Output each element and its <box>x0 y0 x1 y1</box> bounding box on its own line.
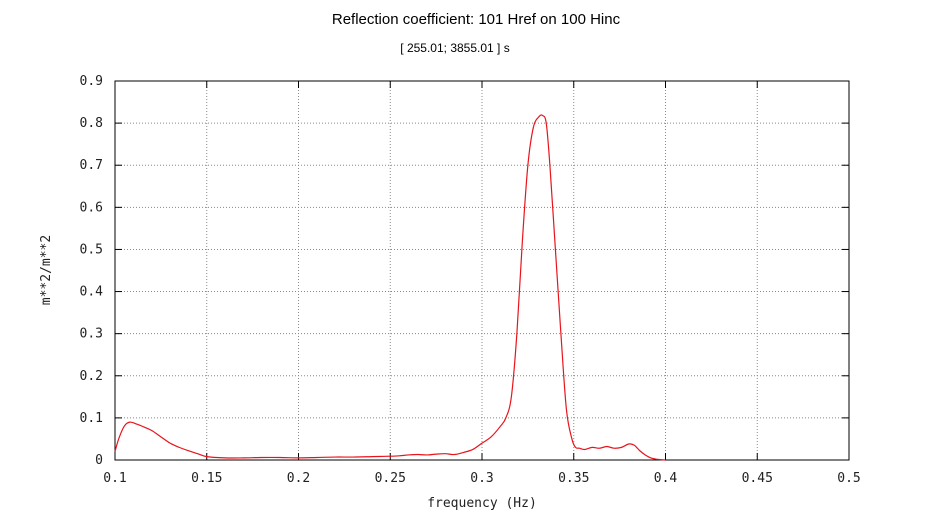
x-tick-label: 0.35 <box>558 471 589 486</box>
x-axis-label: frequency (Hz) <box>427 496 537 511</box>
y-tick-label: 0 <box>95 453 103 468</box>
chart-title: Reflection coefficient: 101 Href on 100 … <box>332 11 621 28</box>
tick-labels: 0.1 0.15 0.2 0.25 0.3 0.35 0.4 0.45 0.500.10.20.… <box>80 74 861 486</box>
y-axis-label: m**2/m**2 <box>39 235 54 305</box>
y-tick-label: 0.6 <box>80 200 103 215</box>
grid <box>115 81 849 460</box>
y-tick-label: 0.4 <box>80 285 104 300</box>
y-tick-label: 0.5 <box>80 242 103 257</box>
x-tick-label: 0.2 <box>287 471 310 486</box>
y-tick-label: 0.9 <box>80 74 103 89</box>
x-tick-label: 0.1 <box>103 471 126 486</box>
y-tick-label: 0.7 <box>80 158 103 173</box>
series-line <box>114 114 666 461</box>
y-tick-label: 0.2 <box>80 369 103 384</box>
series-group <box>114 114 666 461</box>
x-tick-label: 0.15 <box>191 471 222 486</box>
y-tick-label: 0.3 <box>80 327 103 342</box>
x-tick-label: 0.25 <box>375 471 406 486</box>
x-tick-label: 0.45 <box>742 471 773 486</box>
y-tick-label: 0.8 <box>80 116 103 131</box>
x-tick-label: 0.5 <box>837 471 860 486</box>
chart-subtitle: [ 255.01; 3855.01 ] s <box>400 41 509 55</box>
plot-area <box>114 80 850 461</box>
x-tick-label: 0.3 <box>470 471 493 486</box>
y-tick-label: 0.1 <box>80 411 103 426</box>
x-tick-label: 0.4 <box>654 471 678 486</box>
